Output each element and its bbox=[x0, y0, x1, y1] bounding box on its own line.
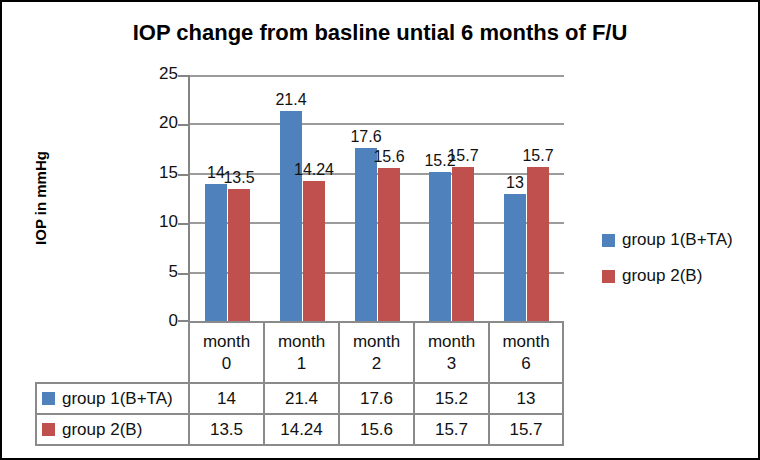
legend-swatch-1 bbox=[602, 234, 615, 247]
y-tick-mark-15 bbox=[178, 174, 188, 176]
table-header-month-0: month0 bbox=[189, 322, 264, 383]
plot-area: 1421.417.615.21313.514.2415.615.715.7 bbox=[188, 75, 562, 322]
bar-series1-month-6 bbox=[504, 194, 526, 322]
bar-label-series2-month-0: 13.5 bbox=[223, 169, 254, 187]
y-tick-mark-25 bbox=[178, 75, 188, 77]
chart-title: IOP change from basline untial 6 months … bbox=[2, 20, 758, 46]
table-row-head-series1: group 1(B+TA) bbox=[36, 383, 189, 414]
table-row-swatch-series2 bbox=[42, 423, 55, 436]
chart-legend: group 1(B+TA) group 2(B) bbox=[602, 230, 733, 286]
table-header-line: 6 bbox=[490, 353, 562, 374]
legend-label-1: group 1(B+TA) bbox=[622, 230, 733, 250]
bar-series1-month-1 bbox=[280, 111, 302, 322]
legend-item-1: group 1(B+TA) bbox=[602, 230, 733, 250]
table-header-line: month bbox=[340, 331, 413, 352]
table-cell-series2-month-6: 15.7 bbox=[489, 414, 563, 445]
table-header-line: 3 bbox=[415, 353, 488, 374]
y-tick-label-10: 10 bbox=[128, 212, 178, 232]
y-axis-title: IOP in mmHg bbox=[32, 118, 52, 278]
table-corner-cell bbox=[36, 322, 189, 383]
table-row-head-inner: group 2(B) bbox=[37, 419, 188, 440]
legend-label-2: group 2(B) bbox=[622, 266, 702, 286]
table-header-line: 1 bbox=[265, 353, 338, 374]
table-cell-series2-month-3: 15.7 bbox=[414, 414, 489, 445]
table-cell-series1-month-3: 15.2 bbox=[414, 383, 489, 414]
y-tick-label-5: 5 bbox=[128, 262, 178, 282]
table-cell-series1-month-2: 17.6 bbox=[339, 383, 414, 414]
table-row-head-series2: group 2(B) bbox=[36, 414, 189, 445]
bar-label-series1-month-2: 17.6 bbox=[350, 128, 381, 146]
chart-frame: IOP change from basline untial 6 months … bbox=[0, 0, 760, 460]
table-row-head-inner: group 1(B+TA) bbox=[37, 388, 188, 409]
y-tick-mark-20 bbox=[178, 124, 188, 126]
legend-item-2: group 2(B) bbox=[602, 266, 733, 286]
table-cell-series2-month-0: 13.5 bbox=[189, 414, 264, 445]
table-row-series-name: group 1(B+TA) bbox=[62, 388, 173, 409]
legend-swatch-2 bbox=[602, 270, 615, 283]
bar-label-series1-month-6: 13 bbox=[506, 174, 524, 192]
table-header-line: month bbox=[490, 331, 562, 352]
table-row-swatch-series1 bbox=[42, 392, 55, 405]
y-tick-mark-10 bbox=[178, 223, 188, 225]
bar-series2-month-0 bbox=[228, 189, 250, 322]
bar-series2-month-3 bbox=[452, 167, 474, 322]
table-header-month-3: month3 bbox=[414, 322, 489, 383]
y-tick-mark-5 bbox=[178, 273, 188, 275]
y-tick-label-20: 20 bbox=[128, 113, 178, 133]
bar-series1-month-0 bbox=[205, 184, 227, 322]
bar-label-series2-month-3: 15.7 bbox=[447, 147, 478, 165]
data-table: month0month1month2month3month6group 1(B+… bbox=[35, 321, 564, 446]
table-row-series-name: group 2(B) bbox=[62, 419, 142, 440]
bar-series2-month-6 bbox=[527, 167, 549, 322]
y-tick-label-15: 15 bbox=[128, 163, 178, 183]
bar-series1-month-2 bbox=[355, 148, 377, 322]
y-tick-label-25: 25 bbox=[128, 64, 178, 84]
bar-label-series2-month-2: 15.6 bbox=[373, 148, 404, 166]
table-header-line: 2 bbox=[340, 353, 413, 374]
table-header-month-2: month2 bbox=[339, 322, 414, 383]
bar-series2-month-1 bbox=[303, 181, 325, 322]
table-cell-series2-month-2: 15.6 bbox=[339, 414, 414, 445]
bar-series1-month-3 bbox=[429, 172, 451, 322]
bar-label-series1-month-1: 21.4 bbox=[275, 91, 306, 109]
bar-series2-month-2 bbox=[378, 168, 400, 322]
table-cell-series1-month-1: 21.4 bbox=[264, 383, 339, 414]
table-cell-series1-month-6: 13 bbox=[489, 383, 563, 414]
gridline-25 bbox=[190, 75, 564, 77]
bar-label-series1-month-0: 14 bbox=[207, 164, 225, 182]
bar-label-series2-month-6: 15.7 bbox=[522, 147, 553, 165]
table-header-month-1: month1 bbox=[264, 322, 339, 383]
table-header-line: month bbox=[415, 331, 488, 352]
gridline-20 bbox=[190, 123, 564, 125]
table-header-month-6: month6 bbox=[489, 322, 563, 383]
table-cell-series2-month-1: 14.24 bbox=[264, 414, 339, 445]
bar-label-series2-month-1: 14.24 bbox=[294, 161, 334, 179]
table-header-line: month bbox=[190, 331, 263, 352]
table-header-line: month bbox=[265, 331, 338, 352]
table-header-line: 0 bbox=[190, 353, 263, 374]
table-cell-series1-month-0: 14 bbox=[189, 383, 264, 414]
